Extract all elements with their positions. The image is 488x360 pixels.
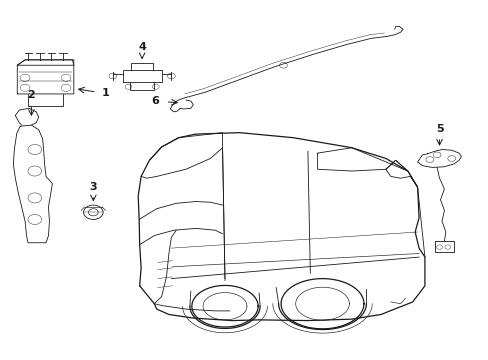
Text: 1: 1 [102, 88, 109, 98]
Text: 3: 3 [89, 182, 97, 192]
Text: 2: 2 [27, 90, 35, 100]
Text: 4: 4 [138, 42, 146, 51]
Text: 6: 6 [151, 96, 159, 106]
Text: 5: 5 [435, 124, 443, 134]
